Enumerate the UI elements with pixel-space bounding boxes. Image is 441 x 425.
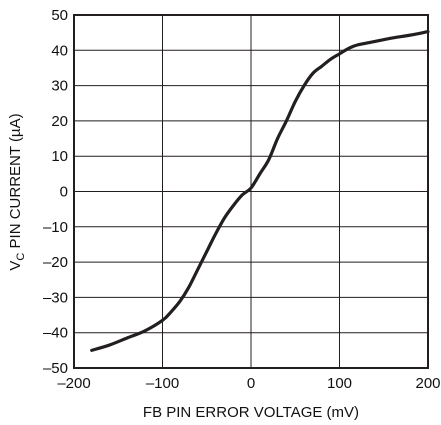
x-tick-label: –200 bbox=[57, 375, 90, 392]
y-axis-title: VC PIN CURRENT (µA) bbox=[7, 113, 27, 270]
y-tick-label: 0 bbox=[60, 184, 68, 201]
x-axis-title: FB PIN ERROR VOLTAGE (mV) bbox=[143, 404, 359, 421]
data-series bbox=[90, 29, 430, 352]
y-tick-label: –10 bbox=[43, 219, 68, 236]
y-tick-label: 40 bbox=[51, 42, 68, 59]
y-tick-label: –20 bbox=[43, 254, 68, 271]
y-tick-label: 50 bbox=[51, 7, 68, 24]
y-tick-label: 30 bbox=[51, 78, 68, 95]
x-tick-label: –100 bbox=[146, 375, 179, 392]
y-tick-label: 10 bbox=[51, 148, 68, 165]
plot-frame bbox=[73, 14, 429, 369]
x-tick-label: 200 bbox=[415, 375, 440, 392]
x-tick-label: 100 bbox=[327, 375, 352, 392]
y-axis-title-suffix: PIN CURRENT (µA) bbox=[7, 113, 24, 252]
y-tick-label: 20 bbox=[51, 113, 68, 130]
grid-lines bbox=[73, 14, 429, 369]
tick-labels: –200 –100 0 100 20050403020100–10–20–30–40–5… bbox=[43, 7, 441, 392]
y-axis-title-subscript: C bbox=[15, 253, 27, 261]
y-tick-label: –50 bbox=[43, 360, 68, 377]
y-tick-label: –30 bbox=[43, 289, 68, 306]
y-tick-label: –40 bbox=[43, 325, 68, 342]
x-tick-label: 0 bbox=[247, 375, 255, 392]
y-axis-title-prefix: V bbox=[7, 261, 24, 271]
series-line bbox=[90, 29, 430, 352]
